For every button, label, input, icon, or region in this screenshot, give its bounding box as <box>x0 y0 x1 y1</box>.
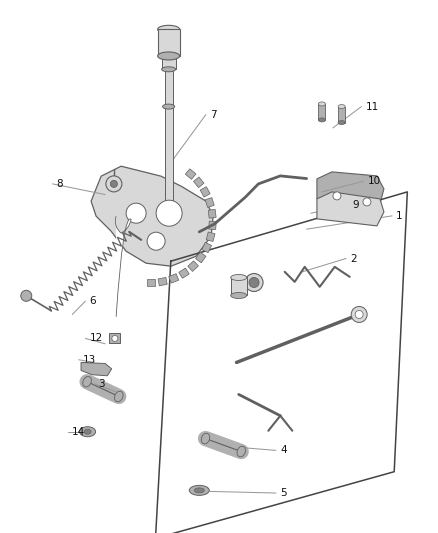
Polygon shape <box>206 232 215 241</box>
Text: 13: 13 <box>83 355 96 365</box>
Circle shape <box>110 180 117 188</box>
Ellipse shape <box>162 67 176 72</box>
Text: 7: 7 <box>210 110 216 119</box>
Text: 2: 2 <box>350 254 357 263</box>
Circle shape <box>355 310 363 319</box>
Polygon shape <box>194 177 204 188</box>
Ellipse shape <box>231 293 247 298</box>
Bar <box>162 56 176 69</box>
Polygon shape <box>208 209 216 218</box>
Circle shape <box>106 176 122 192</box>
Ellipse shape <box>194 488 204 493</box>
Circle shape <box>249 278 259 287</box>
Circle shape <box>363 198 371 206</box>
Ellipse shape <box>231 274 247 280</box>
Ellipse shape <box>162 104 175 109</box>
Text: 4: 4 <box>280 446 286 455</box>
Ellipse shape <box>114 391 123 402</box>
Text: 11: 11 <box>365 102 378 111</box>
Ellipse shape <box>158 25 180 34</box>
Text: 9: 9 <box>352 200 359 210</box>
Ellipse shape <box>338 104 345 109</box>
PathPatch shape <box>81 362 112 376</box>
Polygon shape <box>147 279 155 286</box>
Polygon shape <box>158 277 167 286</box>
Ellipse shape <box>318 118 325 122</box>
Bar <box>165 69 173 208</box>
Text: 3: 3 <box>98 379 105 389</box>
PathPatch shape <box>91 166 213 266</box>
Ellipse shape <box>80 427 95 437</box>
Circle shape <box>245 273 263 292</box>
Ellipse shape <box>84 429 91 434</box>
Polygon shape <box>202 243 212 253</box>
Text: 12: 12 <box>89 334 102 343</box>
Ellipse shape <box>189 486 209 495</box>
Bar <box>231 278 247 295</box>
Polygon shape <box>188 261 198 271</box>
Polygon shape <box>205 198 214 207</box>
Circle shape <box>21 290 32 301</box>
FancyBboxPatch shape <box>109 334 120 343</box>
Polygon shape <box>169 273 179 283</box>
Polygon shape <box>196 252 206 263</box>
Ellipse shape <box>83 376 92 387</box>
Ellipse shape <box>338 120 345 125</box>
Circle shape <box>147 232 165 250</box>
Polygon shape <box>185 169 196 179</box>
Ellipse shape <box>201 433 210 444</box>
Text: 6: 6 <box>89 296 96 306</box>
Circle shape <box>126 203 146 223</box>
Bar <box>158 29 180 56</box>
PathPatch shape <box>317 172 384 204</box>
Ellipse shape <box>318 102 325 106</box>
Circle shape <box>112 335 118 342</box>
Text: 5: 5 <box>280 488 286 498</box>
Text: 8: 8 <box>57 179 63 189</box>
PathPatch shape <box>317 192 384 226</box>
PathPatch shape <box>115 215 131 233</box>
Polygon shape <box>209 221 216 230</box>
Text: 14: 14 <box>72 427 85 437</box>
Bar <box>338 107 345 123</box>
Text: 10: 10 <box>367 176 381 186</box>
Circle shape <box>156 200 182 226</box>
Text: 1: 1 <box>396 211 403 221</box>
Circle shape <box>333 192 341 200</box>
Ellipse shape <box>237 446 245 457</box>
Bar <box>318 104 325 120</box>
Polygon shape <box>179 268 189 278</box>
Polygon shape <box>200 187 210 197</box>
Circle shape <box>351 306 367 322</box>
Ellipse shape <box>158 52 180 60</box>
